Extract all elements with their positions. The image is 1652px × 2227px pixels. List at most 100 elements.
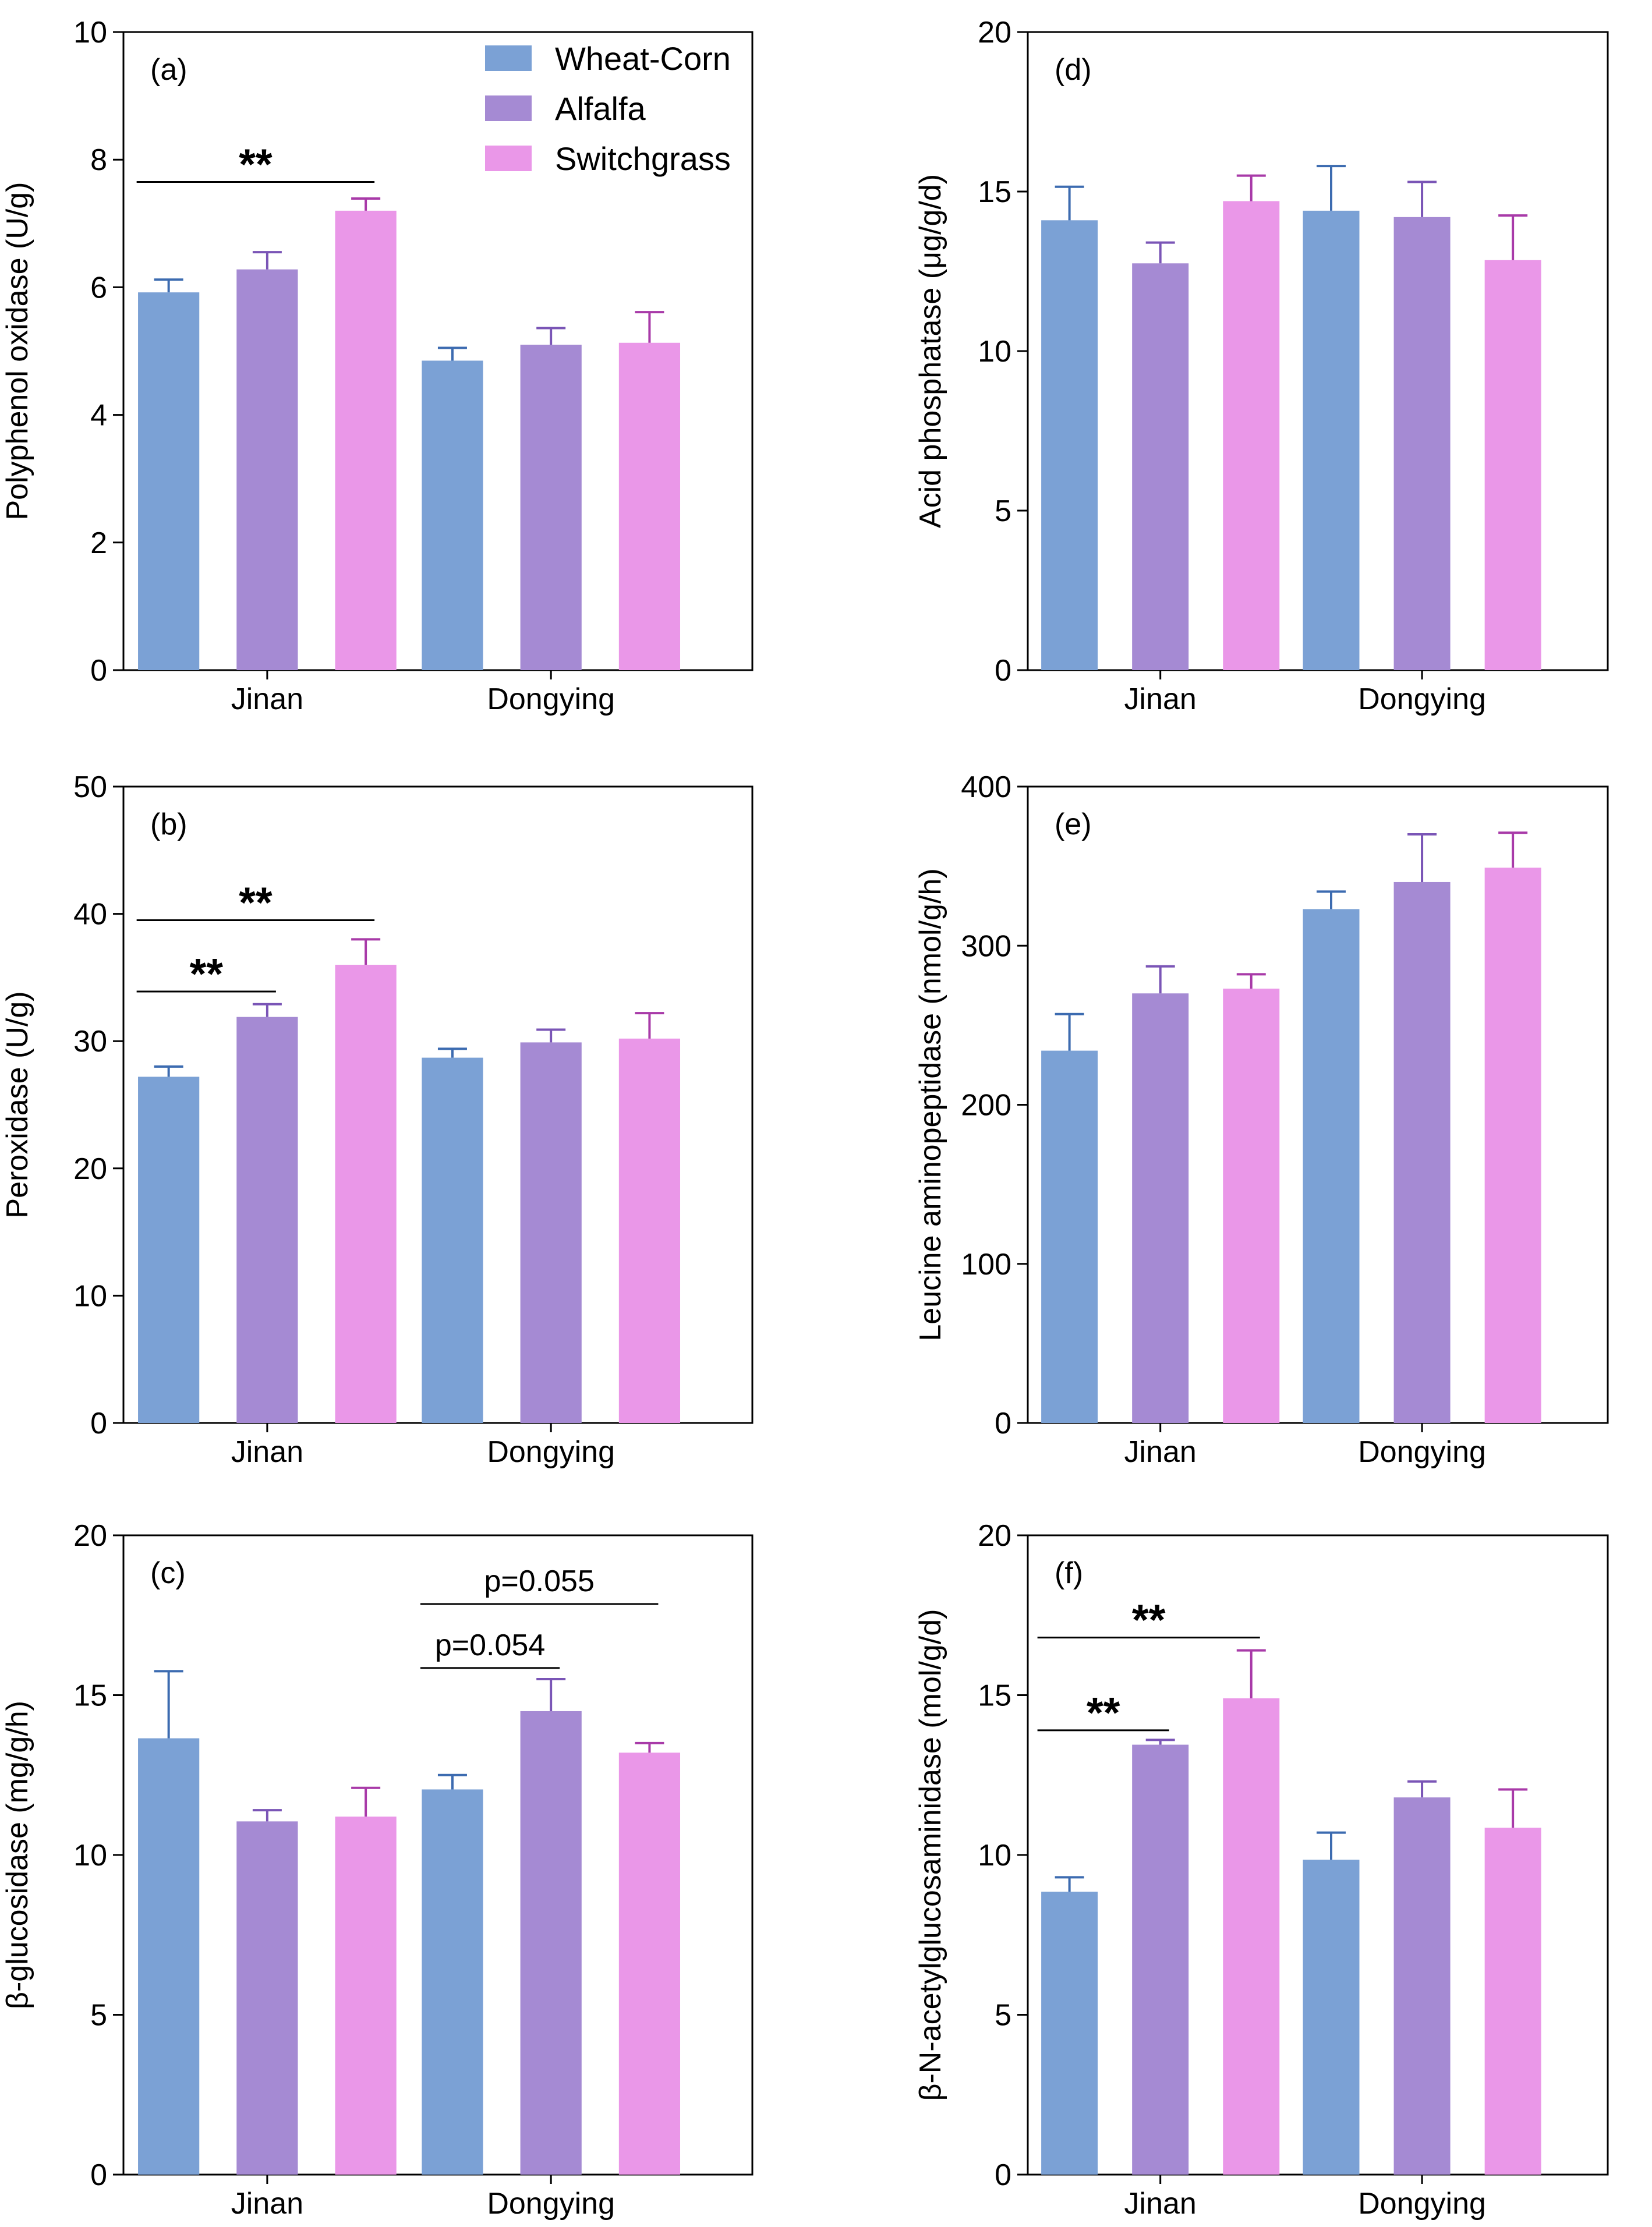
- y-tick-label: 0: [90, 654, 107, 688]
- y-axis-title: β-glucosidase (mg/g/h): [1, 1701, 34, 2009]
- panel-letter: (d): [1055, 53, 1092, 87]
- x-category-label: Jinan: [231, 682, 303, 716]
- x-category-label: Jinan: [1124, 1435, 1197, 1469]
- bar-wheat-corn-dongying: [1303, 210, 1360, 670]
- panel-e: 0 100 200 300 400 Leucine aminopeptidase (nmo…: [914, 770, 1609, 1469]
- y-tick-label: 5: [995, 1999, 1011, 2033]
- y-tick-label: 10: [73, 16, 107, 49]
- x-category-label: Jinan: [231, 1435, 303, 1469]
- x-category-label: Jinan: [1124, 682, 1197, 716]
- y-tick-label: 15: [73, 1679, 107, 1713]
- bar-wheat-corn-jinan: [1041, 220, 1098, 670]
- bar-wheat-corn-jinan: [138, 292, 200, 671]
- significance-label: **: [1132, 1596, 1166, 1644]
- y-tick-label: 6: [90, 271, 107, 305]
- x-category-label: Dongying: [1358, 682, 1486, 716]
- legend-label-alfalfa: Alfalfa: [555, 90, 646, 127]
- y-tick-label: 8: [90, 143, 107, 177]
- bar-alfalfa-jinan: [236, 1017, 298, 1423]
- bar-alfalfa-dongying: [1393, 1797, 1451, 2175]
- y-tick-label: 0: [995, 1407, 1011, 1440]
- x-category-label: Dongying: [1358, 2187, 1486, 2221]
- panel-a: 0 2 4 6 8 10 Polyphenol oxidase (U/g) (a) Jinan D…: [1, 16, 754, 716]
- y-axis-title: Peroxidase (U/g): [1, 991, 34, 1218]
- bar-alfalfa-jinan: [1132, 993, 1189, 1423]
- y-tick-label: 200: [961, 1089, 1011, 1123]
- significance-label: p=0.055: [484, 1564, 594, 1598]
- y-tick-label: 400: [961, 770, 1011, 804]
- significance-label: p=0.054: [435, 1628, 545, 1662]
- bar-switchgrass-jinan: [335, 965, 397, 1423]
- bar-switchgrass-dongying: [618, 342, 681, 670]
- bar-alfalfa-jinan: [236, 1821, 298, 2175]
- bar-wheat-corn-jinan: [1041, 1892, 1098, 2175]
- bar-alfalfa-dongying: [1393, 217, 1451, 671]
- bar-alfalfa-dongying: [1393, 881, 1451, 1423]
- legend-swatch-alfalfa: [485, 95, 532, 121]
- x-category-label: Jinan: [1124, 2187, 1197, 2221]
- bar-alfalfa-jinan: [1132, 1744, 1189, 2175]
- bar-alfalfa-jinan: [1132, 263, 1189, 670]
- bar-alfalfa-jinan: [236, 269, 298, 670]
- y-tick-label: 10: [978, 1839, 1011, 1872]
- bar-wheat-corn-jinan: [138, 1077, 200, 1423]
- y-tick-label: 2: [90, 526, 107, 560]
- y-tick-label: 4: [90, 399, 107, 433]
- panel-b: 0 10 20 30 40 50 Peroxidase (U/g) (b) Jinan Dongy…: [1, 770, 754, 1469]
- y-tick-label: 0: [90, 1407, 107, 1440]
- panel-letter: (c): [150, 1556, 186, 1590]
- y-axis-title: Acid phosphatase (μg/g/d): [914, 174, 947, 528]
- bar-wheat-corn-dongying: [422, 360, 483, 670]
- bar-switchgrass-dongying: [1484, 260, 1541, 670]
- y-tick-label: 15: [978, 1679, 1011, 1713]
- y-axis-title: β-N-acetylglucosaminidase (mol/g/d): [914, 1609, 947, 2101]
- y-axis-title: Leucine aminopeptidase (nmol/g/h): [914, 868, 947, 1341]
- significance-label: **: [189, 950, 223, 998]
- x-category-label: Jinan: [231, 2187, 303, 2221]
- bar-switchgrass-jinan: [1223, 1698, 1280, 2175]
- bar-alfalfa-dongying: [520, 345, 582, 670]
- bar-wheat-corn-jinan: [138, 1738, 200, 2175]
- panel-f: 0 5 10 15 20 β-N-acetylglucosaminidase (mol/g…: [914, 1519, 1609, 2221]
- x-category-label: Dongying: [487, 1435, 615, 1469]
- y-tick-label: 0: [995, 654, 1011, 688]
- bar-wheat-corn-dongying: [422, 1789, 483, 2175]
- panel-letter: (f): [1055, 1556, 1083, 1590]
- bar-switchgrass-dongying: [1484, 1828, 1541, 2175]
- y-tick-label: 10: [978, 335, 1011, 369]
- legend-label-wheat-corn: Wheat-Corn: [555, 40, 731, 77]
- significance-label: **: [1087, 1688, 1120, 1737]
- y-tick-label: 100: [961, 1248, 1011, 1281]
- y-tick-label: 0: [995, 2158, 1011, 2192]
- panel-letter: (b): [150, 808, 188, 841]
- bar-wheat-corn-dongying: [422, 1057, 483, 1423]
- legend-swatch-wheat-corn: [485, 45, 532, 71]
- legend-swatch-switchgrass: [485, 146, 532, 171]
- y-tick-label: 40: [73, 898, 107, 932]
- y-tick-label: 50: [73, 770, 107, 804]
- bar-wheat-corn-dongying: [1303, 909, 1360, 1423]
- panel-letter: (a): [150, 53, 188, 87]
- bar-switchgrass-jinan: [1223, 201, 1280, 670]
- y-tick-label: 20: [978, 1519, 1011, 1553]
- bar-switchgrass-jinan: [335, 210, 397, 670]
- bar-switchgrass-dongying: [618, 1038, 681, 1423]
- significance-label: **: [239, 140, 273, 189]
- y-tick-label: 20: [73, 1152, 107, 1186]
- y-tick-label: 300: [961, 929, 1011, 963]
- panel-letter: (e): [1055, 808, 1092, 841]
- y-tick-label: 10: [73, 1279, 107, 1313]
- bar-switchgrass-jinan: [335, 1817, 397, 2175]
- y-tick-label: 20: [978, 16, 1011, 49]
- bar-alfalfa-dongying: [520, 1042, 582, 1423]
- x-category-label: Dongying: [487, 682, 615, 716]
- y-tick-label: 5: [995, 494, 1011, 528]
- y-tick-label: 0: [90, 2158, 107, 2192]
- legend-label-switchgrass: Switchgrass: [555, 140, 731, 177]
- y-tick-label: 5: [90, 1999, 107, 2033]
- legend: Wheat-Corn Alfalfa Switchgrass: [485, 40, 731, 177]
- y-tick-label: 10: [73, 1839, 107, 1872]
- x-category-label: Dongying: [487, 2187, 615, 2221]
- bar-switchgrass-dongying: [618, 1752, 681, 2175]
